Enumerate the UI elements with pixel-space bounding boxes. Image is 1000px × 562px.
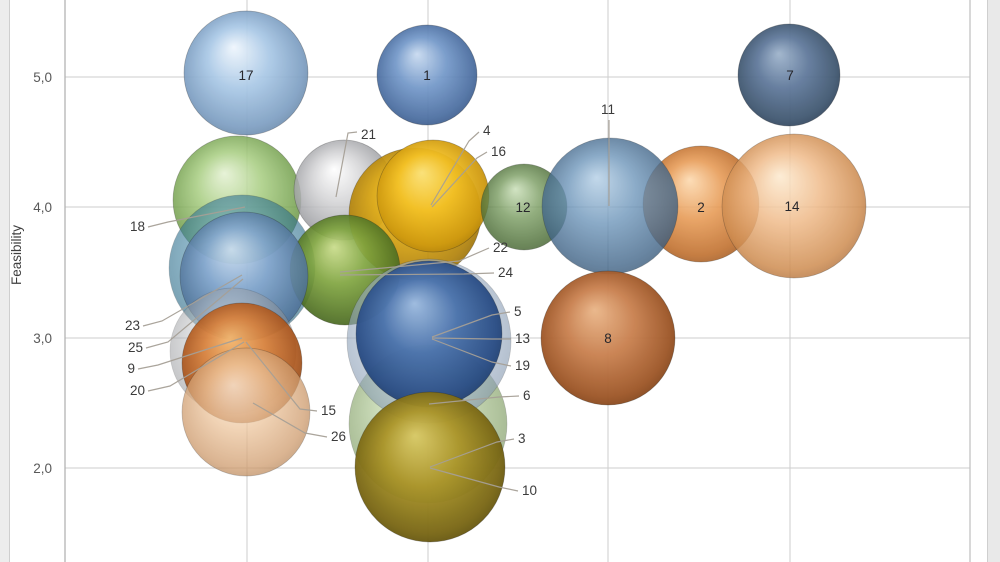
bubble-1 (376, 24, 478, 126)
callout-line-21 (335, 131, 358, 198)
callout-line-10 (429, 467, 519, 492)
callout-label-15: 15 (321, 403, 336, 418)
callout-line-23 (142, 274, 243, 327)
y-tick-5_0: 5,0 (33, 70, 52, 85)
callout-line-6 (428, 395, 520, 405)
bubble-16 (376, 139, 490, 253)
callout-label-4: 4 (483, 123, 491, 138)
callout-line-22 (339, 247, 490, 273)
bubble-number-12: 12 (515, 200, 530, 215)
bubble-number-7: 7 (786, 68, 794, 83)
callout-label-24: 24 (498, 265, 514, 280)
callout-label-26: 26 (331, 429, 346, 444)
callout-line-18 (147, 206, 246, 228)
right-edge-strip (988, 0, 1000, 562)
callout-line-20 (147, 341, 245, 392)
callout-label-11: 11 (601, 102, 615, 117)
bubble-13 (355, 260, 503, 408)
bubble-7 (737, 23, 841, 127)
callout-label-23: 23 (125, 318, 140, 333)
callout-label-3: 3 (518, 431, 526, 446)
bubble-14 (721, 133, 867, 279)
bubble-26 (181, 347, 311, 477)
callout-line-9 (137, 337, 243, 370)
callout-label-20: 20 (130, 383, 145, 398)
callout-line-13 (431, 337, 511, 340)
callout-label-16: 16 (491, 144, 506, 159)
callout-label-6: 6 (523, 388, 531, 403)
callout-line-5 (431, 311, 511, 338)
y-tick-2_0: 2,0 (33, 461, 52, 476)
callout-label-25: 25 (128, 340, 143, 355)
callout-line-19 (431, 338, 512, 367)
callout-label-21: 21 (361, 127, 376, 142)
callout-line-4 (430, 131, 480, 206)
callout-label-18: 18 (130, 219, 145, 234)
bubble-number-8: 8 (604, 331, 612, 346)
callout-line-26 (252, 402, 328, 438)
y-tick-4_0: 4,0 (33, 200, 52, 215)
bubble-11 (541, 137, 679, 275)
callout-line-16 (431, 151, 488, 208)
callout-line-3 (429, 438, 515, 468)
callout-label-19: 19 (515, 358, 530, 373)
bubble-number-2: 2 (697, 200, 705, 215)
bubble-8 (540, 270, 676, 406)
bubble-number-1: 1 (423, 68, 431, 83)
callout-label-10: 10 (522, 483, 537, 498)
callout-line-24 (339, 272, 495, 276)
callout-label-22: 22 (493, 240, 508, 255)
callout-label-5: 5 (514, 304, 522, 319)
left-edge-strip (0, 0, 9, 562)
bubble-17 (183, 10, 309, 136)
bubble-number-14: 14 (784, 199, 800, 214)
y-axis-title: Feasibility (9, 225, 24, 285)
y-tick-3_0: 3,0 (33, 331, 52, 346)
callout-line-25 (145, 278, 244, 349)
callout-label-13: 13 (515, 331, 530, 346)
bubble-number-17: 17 (238, 68, 253, 83)
callout-line-15 (245, 341, 318, 412)
callout-label-9: 9 (127, 361, 135, 376)
